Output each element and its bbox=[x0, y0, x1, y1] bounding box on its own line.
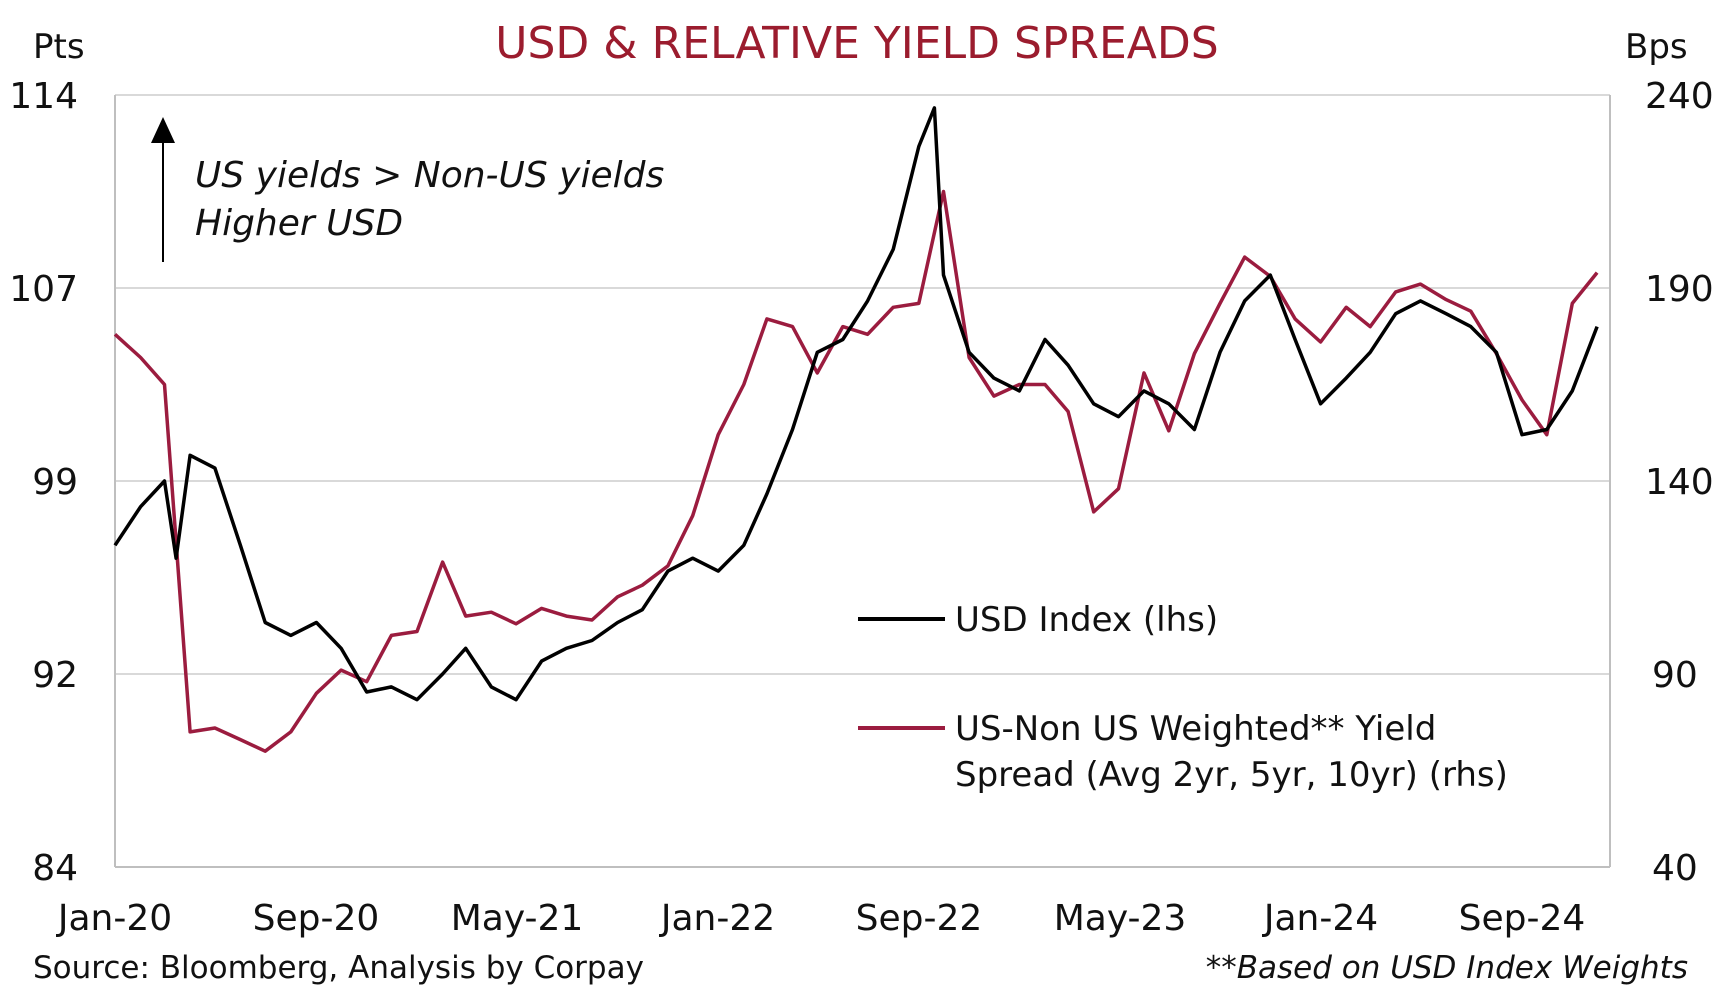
arrow-up-icon bbox=[151, 117, 175, 143]
y-right-tick-190: 190 bbox=[1645, 269, 1714, 310]
annotation-line-1: US yields > Non-US yields bbox=[195, 155, 664, 196]
annotation: US yields > Non-US yields Higher USD bbox=[151, 117, 664, 262]
right-axis-unit: Bps bbox=[1625, 27, 1688, 67]
spread-series-line bbox=[113, 189, 1599, 753]
footnote: **Based on USD Index Weights bbox=[1206, 950, 1688, 986]
annotation-line-2: Higher USD bbox=[195, 203, 403, 244]
y-left-tick-114: 114 bbox=[9, 76, 78, 117]
y-left-tick-84: 84 bbox=[32, 848, 78, 889]
y-right-tick-240: 240 bbox=[1645, 76, 1714, 117]
legend-label-spread-line-1: US-Non US Weighted** Yield bbox=[955, 709, 1436, 749]
usd-series-line bbox=[113, 106, 1599, 702]
y-right-tick-140: 140 bbox=[1645, 462, 1714, 503]
y-left-tick-107: 107 bbox=[9, 269, 78, 310]
legend-label-spread: US-Non US Weighted** Yield Spread (Avg 2… bbox=[955, 709, 1508, 795]
x-tick-sep-22: Sep-22 bbox=[856, 898, 983, 939]
legend-label-usd: USD Index (lhs) bbox=[955, 600, 1218, 640]
x-tick-jan-20: Jan-20 bbox=[56, 898, 172, 939]
x-tick-may-21: May-21 bbox=[451, 898, 584, 939]
x-tick-sep-20: Sep-20 bbox=[253, 898, 380, 939]
legend-label-spread-line-2: Spread (Avg 2yr, 5yr, 10yr) (rhs) bbox=[955, 755, 1508, 795]
y-right-tick-90: 90 bbox=[1652, 655, 1698, 696]
legend: USD Index (lhs) US-Non US Weighted** Yie… bbox=[858, 600, 1508, 795]
y-left-tick-92: 92 bbox=[32, 655, 78, 696]
left-axis-unit: Pts bbox=[33, 27, 85, 67]
chart-title: USD & RELATIVE YIELD SPREADS bbox=[495, 18, 1218, 69]
source-note: Source: Bloomberg, Analysis by Corpay bbox=[33, 950, 644, 986]
y-right-tick-40: 40 bbox=[1652, 848, 1698, 889]
y-left-tick-99: 99 bbox=[32, 462, 78, 503]
x-tick-jan-24: Jan-24 bbox=[1262, 898, 1378, 939]
x-tick-may-23: May-23 bbox=[1054, 898, 1187, 939]
x-tick-jan-22: Jan-22 bbox=[659, 898, 775, 939]
x-tick-sep-24: Sep-24 bbox=[1459, 898, 1586, 939]
series-lines bbox=[113, 106, 1599, 753]
